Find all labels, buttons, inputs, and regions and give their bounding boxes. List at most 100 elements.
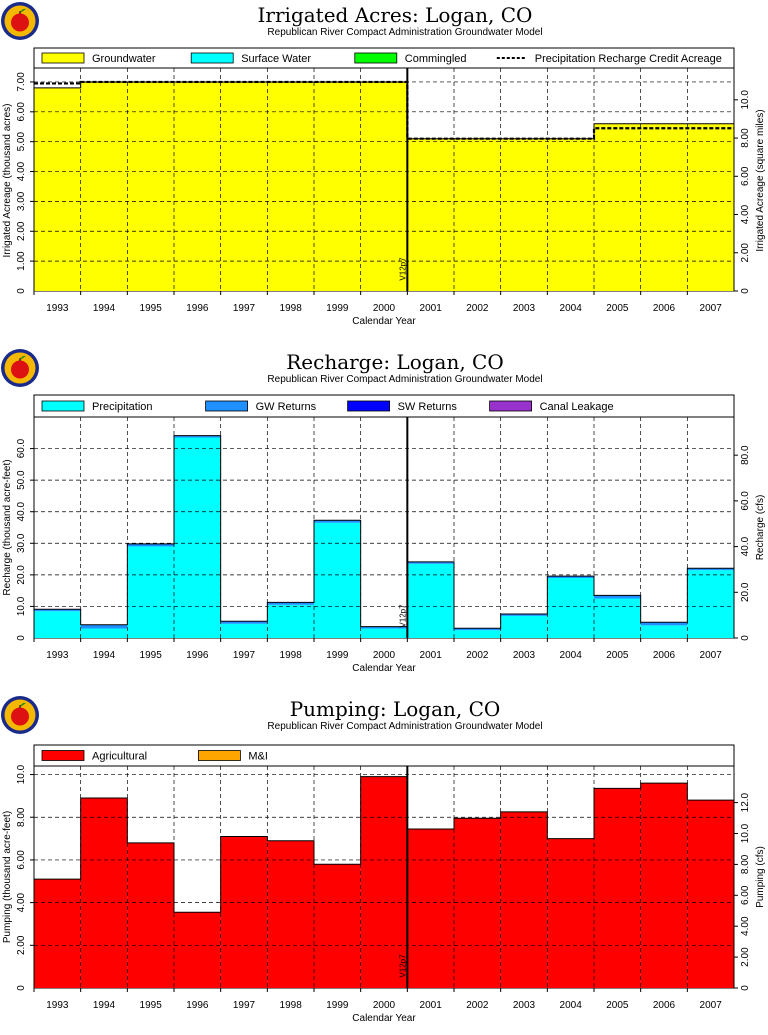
y2-tick-label: 6.00 bbox=[740, 885, 751, 905]
x-tick-label: 2002 bbox=[466, 1000, 489, 1011]
x-tick-label: 2004 bbox=[560, 1000, 583, 1011]
x-tick-label: 1993 bbox=[46, 650, 69, 661]
grid bbox=[34, 417, 734, 638]
legend-item: Precipitation bbox=[41, 400, 153, 413]
chart-subtitle: Republican River Compact Administration … bbox=[267, 374, 542, 385]
legend-label: Canal Leakage bbox=[540, 401, 614, 413]
bar-gw-returns bbox=[360, 626, 408, 629]
y-tick-label: 2.00 bbox=[16, 935, 27, 955]
y2-tick-label: 2.00 bbox=[740, 243, 751, 263]
y2-tick-label: 20.0 bbox=[740, 582, 751, 602]
bar-precipitation bbox=[34, 611, 81, 638]
bar-precipitation bbox=[360, 628, 408, 638]
bar-precipitation bbox=[594, 598, 641, 638]
bar-agricultural bbox=[267, 840, 314, 988]
bar-gw-returns bbox=[220, 621, 268, 624]
bar-precipitation bbox=[80, 628, 128, 638]
legend-label: SW Returns bbox=[398, 401, 458, 413]
bar-precipitation bbox=[500, 615, 548, 638]
x-axis-label: Calendar Year bbox=[352, 663, 416, 674]
x-tick-label: 1994 bbox=[93, 303, 116, 314]
y-tick-label: 4.00 bbox=[16, 161, 27, 181]
bar-gw-returns bbox=[594, 595, 641, 599]
bar-precipitation bbox=[127, 546, 174, 638]
y2-tick-label: 2.00 bbox=[740, 947, 751, 967]
bar-precipitation bbox=[454, 630, 501, 638]
y2-tick-label: 10.0 bbox=[740, 823, 751, 843]
total-outline bbox=[33, 776, 735, 988]
legend-swatch bbox=[347, 400, 391, 412]
y-axis-label: Pumping (thousand acre-feet) bbox=[2, 811, 13, 943]
y-axis-label: Irrigated Acreage (thousand acres) bbox=[2, 104, 13, 258]
x-tick-label: 2000 bbox=[373, 303, 396, 314]
bar-groundwater bbox=[640, 123, 688, 291]
y-tick-label: 1.00 bbox=[16, 251, 27, 271]
y2-tick-label: 60.0 bbox=[740, 491, 751, 511]
y-tick-label: 7.00 bbox=[16, 72, 27, 92]
y-axis-label: Recharge (thousand acre-feet) bbox=[2, 459, 13, 595]
y-tick-label: 20.0 bbox=[16, 565, 27, 585]
bar-gw-returns bbox=[174, 435, 221, 438]
bar-agricultural bbox=[314, 864, 361, 988]
bar-gw-returns bbox=[80, 624, 128, 629]
y-tick-label: 6.00 bbox=[16, 102, 27, 122]
x-tick-label: 2007 bbox=[700, 650, 723, 661]
x-tick-label: 2004 bbox=[560, 650, 583, 661]
y-tick-label: 3.00 bbox=[16, 191, 27, 211]
legend-swatch bbox=[354, 52, 398, 64]
y-tick-label: 8.00 bbox=[16, 807, 27, 827]
legend-item: Canal Leakage bbox=[489, 400, 614, 413]
bar-gw-returns bbox=[407, 561, 454, 564]
bar-groundwater bbox=[360, 81, 408, 291]
x-tick-label: 1994 bbox=[93, 1000, 116, 1011]
legend-swatch bbox=[41, 750, 85, 761]
bar-agricultural bbox=[500, 811, 548, 988]
bar-groundwater bbox=[687, 123, 734, 291]
x-axis-label: Calendar Year bbox=[352, 316, 416, 327]
legend-item: Agricultural bbox=[41, 750, 147, 763]
x-tick-label: 2004 bbox=[560, 303, 583, 314]
y2-axis-label: Irrigated Acreage (square miles) bbox=[755, 109, 766, 251]
bar-precipitation bbox=[547, 578, 594, 638]
y-tick-label: 50.0 bbox=[16, 470, 27, 490]
total-outline bbox=[33, 435, 735, 638]
x-tick-label: 2005 bbox=[606, 650, 629, 661]
x-tick-label: 1996 bbox=[186, 303, 209, 314]
y-tick-label: 60.0 bbox=[16, 438, 27, 458]
legend-item: Precipitation Recharge Credit Acreage bbox=[496, 53, 722, 65]
legend-label: Precipitation Recharge Credit Acreage bbox=[535, 53, 722, 65]
y2-tick-label: 40.0 bbox=[740, 536, 751, 556]
apple-logo-icon bbox=[1, 696, 39, 734]
x-tick-label: 1997 bbox=[233, 1000, 256, 1011]
bar-groundwater bbox=[314, 81, 361, 291]
x-tick-label: 1995 bbox=[140, 650, 163, 661]
bar-groundwater bbox=[174, 81, 221, 291]
y-tick-label: 40.0 bbox=[16, 502, 27, 522]
legend-swatch bbox=[205, 400, 249, 412]
x-tick-label: 1998 bbox=[280, 650, 303, 661]
x-tick-label: 2000 bbox=[373, 650, 396, 661]
x-tick-label: 2000 bbox=[373, 1000, 396, 1011]
y-tick-label: 10.0 bbox=[16, 764, 27, 784]
recharge-panel: Recharge: Logan, CO Republican River Comp… bbox=[0, 347, 768, 688]
legend-label: Agricultural bbox=[92, 751, 147, 763]
y2-tick-label: 6.00 bbox=[740, 166, 751, 186]
model-version-label: V12p7 bbox=[398, 604, 407, 628]
chart-subtitle: Republican River Compact Administration … bbox=[267, 721, 542, 732]
bar-groundwater bbox=[34, 87, 81, 292]
bar-groundwater bbox=[500, 138, 548, 291]
y2-tick-label: 10.0 bbox=[740, 90, 751, 110]
x-tick-label: 2006 bbox=[653, 1000, 676, 1011]
x-tick-label: 1999 bbox=[326, 1000, 349, 1011]
x-tick-label: 2005 bbox=[606, 1000, 629, 1011]
x-tick-label: 1996 bbox=[186, 1000, 209, 1011]
legend-item: GW Returns bbox=[205, 400, 317, 413]
apple-logo-icon bbox=[1, 349, 39, 387]
legend-swatch bbox=[197, 750, 241, 761]
bar-groundwater bbox=[220, 81, 268, 291]
pumping-panel: Pumping: Logan, CO Republican River Compa… bbox=[0, 694, 768, 1035]
y2-tick-label: 12.0 bbox=[740, 792, 751, 812]
x-tick-label: 1993 bbox=[46, 303, 69, 314]
bar-agricultural bbox=[80, 798, 128, 988]
